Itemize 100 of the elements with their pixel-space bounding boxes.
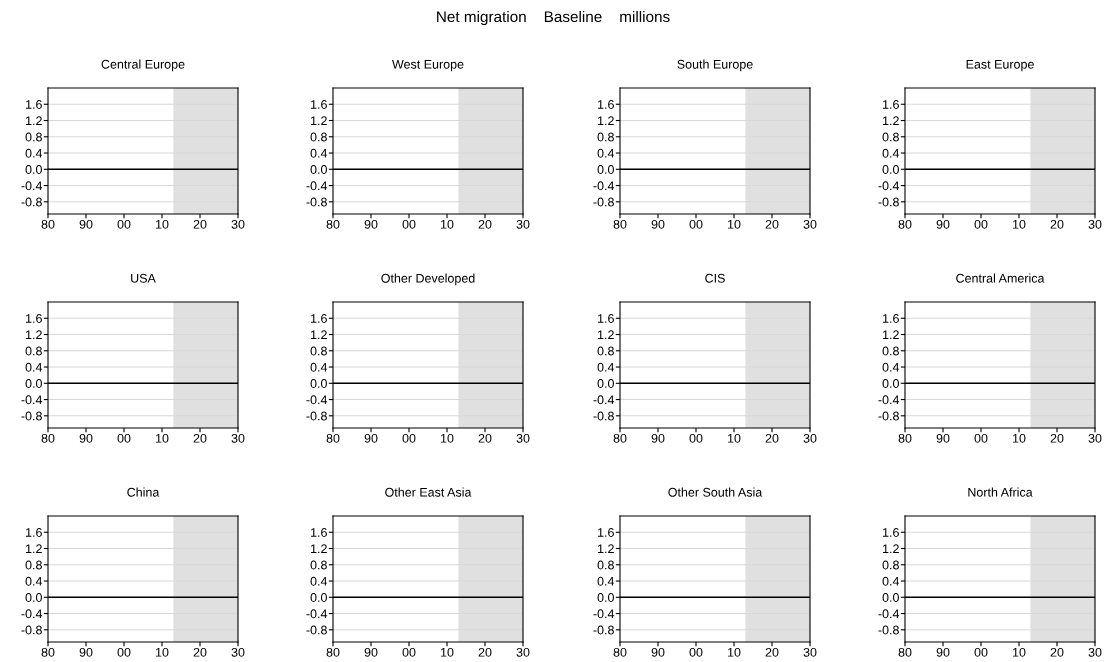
y-tick-label: 0.4 (597, 362, 615, 372)
y-tick-label: 0.0 (882, 379, 899, 388)
x-tick-label: 00 (689, 219, 703, 229)
chart-title: Other Developed (381, 273, 475, 286)
x-tick-label: 30 (231, 433, 245, 443)
y-tick-label: 1.2 (883, 116, 899, 126)
x-tick-label: 90 (79, 433, 93, 443)
x-tick-label: 00 (402, 433, 416, 443)
chart-title: Other South Asia (668, 487, 763, 497)
y-tick-label: 1.6 (311, 100, 327, 109)
x-tick-label: 00 (689, 433, 703, 443)
y-tick-label: 0.8 (597, 346, 614, 356)
y-tick-label: 0.0 (310, 379, 327, 388)
x-tick-label: 80 (613, 433, 627, 443)
y-tick-label: 1.6 (26, 528, 42, 537)
chart-title: Central Europe (101, 59, 185, 72)
x-tick-label: 20 (765, 647, 779, 657)
chart-title: West Europe (392, 59, 464, 72)
y-tick-label: 1.2 (26, 116, 42, 126)
y-tick-label: 0.8 (597, 132, 614, 142)
x-tick-label: 00 (974, 647, 988, 657)
y-tick-label: -0.8 (306, 625, 327, 635)
y-tick-label: 0.0 (597, 593, 614, 602)
y-tick-label: -0.4 (593, 609, 615, 619)
y-tick-label: 0.0 (597, 165, 614, 174)
y-tick-label: 0.4 (597, 148, 615, 158)
y-tick-label: 1.2 (598, 116, 614, 126)
y-tick-label: -0.4 (593, 181, 615, 191)
y-tick-label: -0.8 (21, 625, 42, 635)
y-tick-label: -0.4 (878, 395, 900, 405)
x-tick-label: 90 (936, 219, 950, 229)
y-tick-label: 1.2 (311, 330, 327, 340)
x-tick-label: 10 (728, 433, 741, 443)
x-tick-label: 10 (441, 647, 454, 657)
x-tick-label: 30 (803, 647, 817, 657)
y-tick-label: 1.6 (598, 528, 614, 537)
x-tick-label: 00 (974, 219, 988, 229)
y-tick-label: -0.4 (21, 395, 43, 405)
x-tick-label: 80 (41, 433, 55, 443)
y-tick-label: -0.8 (878, 625, 899, 635)
x-tick-label: 10 (441, 433, 454, 443)
y-tick-label: 0.4 (25, 362, 43, 372)
y-tick-label: -0.8 (878, 411, 899, 421)
y-tick-label: -0.8 (593, 197, 614, 207)
y-tick-label: 1.6 (598, 314, 614, 323)
y-tick-label: 0.8 (882, 560, 899, 570)
x-tick-label: 10 (728, 647, 741, 657)
y-tick-label: 0.8 (597, 560, 614, 570)
x-tick-label: 80 (898, 647, 912, 657)
y-tick-label: 0.4 (597, 576, 615, 586)
x-tick-label: 20 (765, 219, 779, 229)
x-tick-label: 90 (364, 433, 378, 443)
y-tick-label: 0.0 (25, 165, 42, 174)
x-tick-label: 90 (651, 433, 665, 443)
x-tick-label: 90 (364, 647, 378, 657)
y-tick-label: 1.6 (883, 528, 899, 537)
x-tick-label: 90 (936, 433, 950, 443)
x-tick-label: 00 (402, 219, 416, 229)
x-tick-label: 00 (117, 219, 131, 229)
x-tick-label: 80 (41, 647, 55, 657)
y-tick-label: 0.4 (310, 576, 328, 586)
x-tick-label: 80 (898, 219, 912, 229)
x-tick-label: 80 (326, 647, 340, 657)
x-tick-label: 20 (193, 647, 207, 657)
x-tick-label: 80 (613, 647, 627, 657)
y-tick-label: 0.8 (25, 346, 42, 356)
y-tick-label: -0.4 (306, 609, 328, 619)
y-tick-label: 0.4 (882, 362, 900, 372)
x-tick-label: 20 (193, 219, 207, 229)
x-tick-label: 20 (478, 219, 492, 229)
y-tick-label: 0.4 (882, 148, 900, 158)
x-tick-label: 90 (79, 219, 93, 229)
x-tick-label: 30 (516, 219, 530, 229)
x-tick-label: 20 (478, 647, 492, 657)
chart-title: Other East Asia (385, 487, 472, 497)
y-tick-label: 0.8 (310, 132, 327, 142)
y-tick-label: 1.2 (311, 116, 327, 126)
y-tick-label: 1.6 (26, 100, 42, 109)
x-tick-label: 20 (1050, 433, 1064, 443)
y-tick-label: 1.2 (883, 330, 899, 340)
y-tick-label: 0.4 (882, 576, 900, 586)
x-tick-label: 90 (651, 647, 665, 657)
y-tick-label: -0.4 (878, 181, 900, 191)
x-tick-label: 30 (231, 647, 245, 657)
y-tick-label: 1.6 (26, 314, 42, 323)
y-tick-label: -0.8 (21, 197, 42, 207)
y-tick-label: 1.2 (883, 544, 899, 554)
y-tick-label: 1.6 (311, 528, 327, 537)
y-tick-label: 1.6 (311, 314, 327, 323)
y-tick-label: -0.4 (878, 609, 900, 619)
x-tick-label: 30 (231, 219, 245, 229)
x-tick-label: 00 (402, 647, 416, 657)
y-tick-label: 0.4 (25, 576, 43, 586)
y-tick-label: 0.8 (882, 346, 899, 356)
y-tick-label: 1.6 (883, 100, 899, 109)
x-tick-label: 90 (936, 647, 950, 657)
y-tick-label: -0.8 (306, 411, 327, 421)
y-tick-label: -0.8 (306, 197, 327, 207)
x-tick-label: 10 (728, 219, 741, 229)
y-tick-label: -0.4 (306, 395, 328, 405)
